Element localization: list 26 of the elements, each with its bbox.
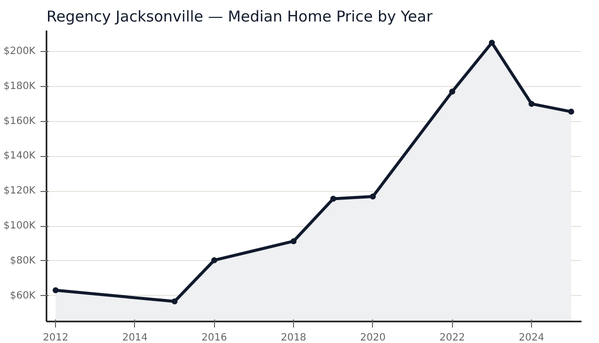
y-tick-label: $140K — [3, 150, 36, 162]
x-tick-label: 2016 — [202, 332, 227, 343]
point — [370, 194, 376, 200]
point — [449, 88, 456, 95]
point — [488, 40, 495, 46]
x-tick-label: 2018 — [280, 332, 306, 343]
x-tick-label: 2024 — [518, 332, 544, 343]
y-tick-label: $180K — [3, 80, 36, 92]
y-tick-label: $200K — [3, 46, 36, 57]
point — [211, 257, 218, 264]
point — [52, 287, 59, 294]
y-tick-label: $120K — [3, 186, 36, 197]
x-tick-label: 2014 — [122, 332, 148, 343]
chart-title: Regency Jacksonville — Median Home Price by Year — [46, 8, 434, 26]
point — [568, 108, 574, 115]
y-tick-label: $60K — [10, 290, 36, 302]
point — [172, 298, 178, 304]
x-tick-label: 2022 — [439, 332, 465, 343]
x-tick-label: 2012 — [42, 332, 68, 343]
point — [330, 196, 336, 202]
point — [290, 238, 297, 244]
y-tick-label: $80K — [10, 255, 36, 266]
point — [528, 100, 535, 107]
y-tick-label: $100K — [3, 220, 36, 232]
y-tick-label: $160K — [3, 116, 36, 127]
x-tick-label: 2020 — [360, 332, 386, 343]
